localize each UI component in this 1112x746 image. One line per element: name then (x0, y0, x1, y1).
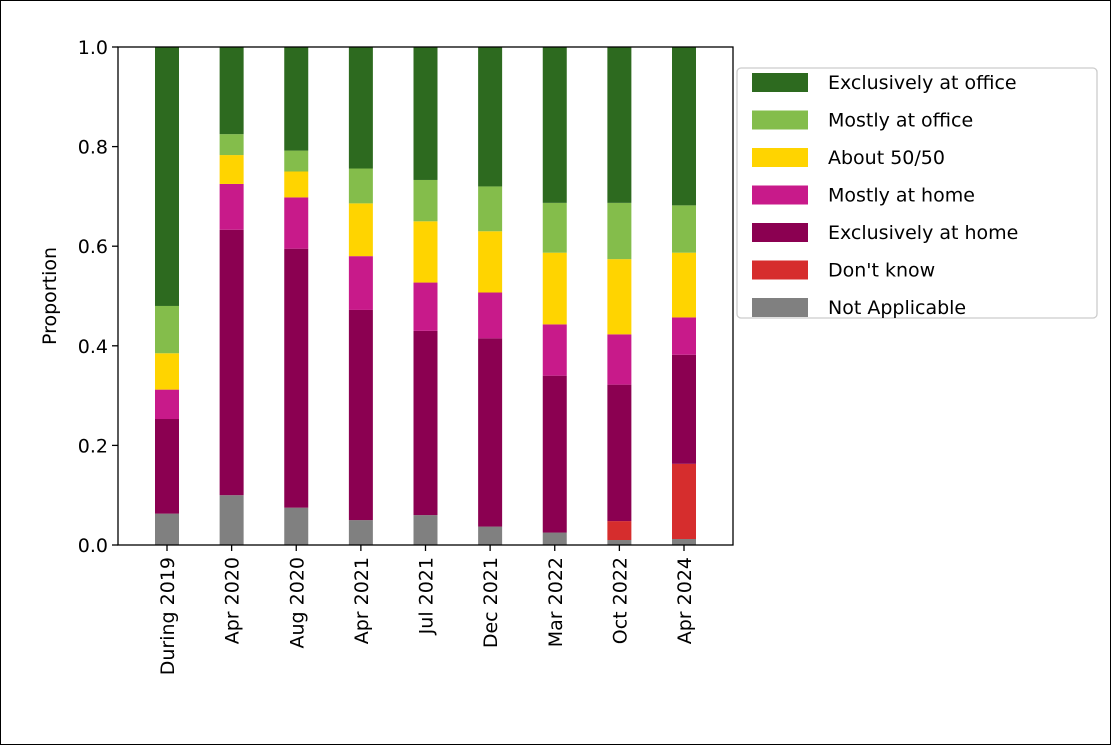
bar-segment (607, 521, 632, 541)
bar-segment (155, 419, 179, 514)
bar-segment (219, 495, 244, 545)
bar-segment (413, 515, 438, 545)
bar-segment (284, 507, 309, 545)
x-tick-label: Apr 2024 (674, 557, 696, 644)
bar-segment (155, 305, 179, 354)
legend-box (736, 67, 1098, 319)
bar-segment (478, 338, 503, 527)
bar-segment (155, 513, 179, 545)
bar-segment (413, 47, 438, 180)
bar-segment (672, 354, 696, 464)
bar-segment (155, 389, 179, 420)
bar-segment (219, 47, 244, 135)
x-tick-label: Aug 2020 (286, 557, 308, 649)
legend-swatch (752, 223, 808, 242)
bar-segment (672, 317, 696, 355)
bar-segment (219, 183, 244, 230)
bar-segment (284, 197, 309, 249)
bar-segment (413, 282, 438, 331)
legend-label: Mostly at office (828, 110, 973, 132)
bar-segment (284, 150, 309, 172)
bar-segment (284, 248, 309, 508)
y-tick-label: 0.0 (78, 535, 108, 557)
bar-segment (542, 47, 567, 203)
bar-segment (478, 526, 503, 545)
bar-segment (478, 231, 503, 293)
bar-segment (348, 309, 373, 521)
bar-segment (348, 168, 373, 204)
bar-segment (542, 202, 567, 253)
bar-segment (219, 134, 244, 156)
bar-segment (348, 47, 373, 169)
bar-segment (672, 252, 696, 318)
x-tick-label: Jul 2021 (416, 557, 438, 635)
bar-segment (542, 252, 567, 325)
legend-label: About 50/50 (828, 147, 945, 169)
bar-segment (672, 47, 696, 206)
bar-segment (478, 292, 503, 339)
bars (155, 47, 696, 545)
bar-segment (413, 221, 438, 283)
bar-segment (607, 540, 632, 545)
y-tick-label: 0.6 (78, 236, 108, 258)
bar-segment (542, 532, 567, 545)
y-tick-label: 1.0 (78, 37, 108, 59)
bar-segment (607, 384, 632, 522)
legend-label: Exclusively at office (828, 72, 1017, 94)
y-tick-label: 0.8 (78, 137, 108, 159)
legend-swatch (752, 148, 808, 167)
bar-segment (672, 205, 696, 253)
bar-segment (478, 47, 503, 187)
x-tick-label: During 2019 (157, 557, 179, 675)
legend-swatch (752, 298, 808, 317)
bar-segment (542, 375, 567, 533)
legend-swatch (752, 110, 808, 130)
legend-swatch (752, 260, 808, 280)
bar-segment (607, 334, 632, 385)
bar-segment (348, 203, 373, 257)
bar-segment (542, 324, 567, 376)
x-tick-label: Apr 2021 (351, 557, 373, 644)
x-tick-label: Oct 2022 (609, 557, 631, 644)
y-tick-label: 0.2 (78, 435, 108, 457)
bar-segment (348, 256, 373, 310)
y-tick-label: 0.4 (78, 336, 108, 358)
legend-swatch (752, 185, 808, 205)
bar-segment (284, 47, 309, 151)
x-tick-label: Dec 2021 (480, 557, 502, 648)
legend-swatch (752, 73, 808, 92)
bar-segment (155, 353, 179, 390)
legend-label: Exclusively at home (828, 222, 1018, 244)
bar-segment (672, 463, 696, 540)
bar-segment (607, 47, 632, 203)
bar-segment (284, 171, 309, 198)
y-axis-label: Proportion (39, 247, 61, 345)
bar-segment (219, 229, 244, 496)
legend-label: Mostly at home (828, 185, 975, 207)
legend-label: Not Applicable (828, 297, 966, 319)
legend: Exclusively at office Mostly at office Abo… (736, 67, 1098, 319)
bar-segment (672, 539, 696, 545)
bar-segment (155, 47, 179, 306)
x-tick-label: Apr 2020 (222, 557, 244, 644)
bar-segment (607, 202, 632, 260)
legend-label: Don't know (828, 260, 935, 282)
bar-segment (219, 155, 244, 184)
bar-segment (413, 179, 438, 222)
bar-segment (607, 259, 632, 335)
bar-segment (348, 520, 373, 545)
bar-segment (478, 186, 503, 232)
x-tick-label: Mar 2022 (545, 557, 567, 647)
bar-segment (413, 330, 438, 516)
